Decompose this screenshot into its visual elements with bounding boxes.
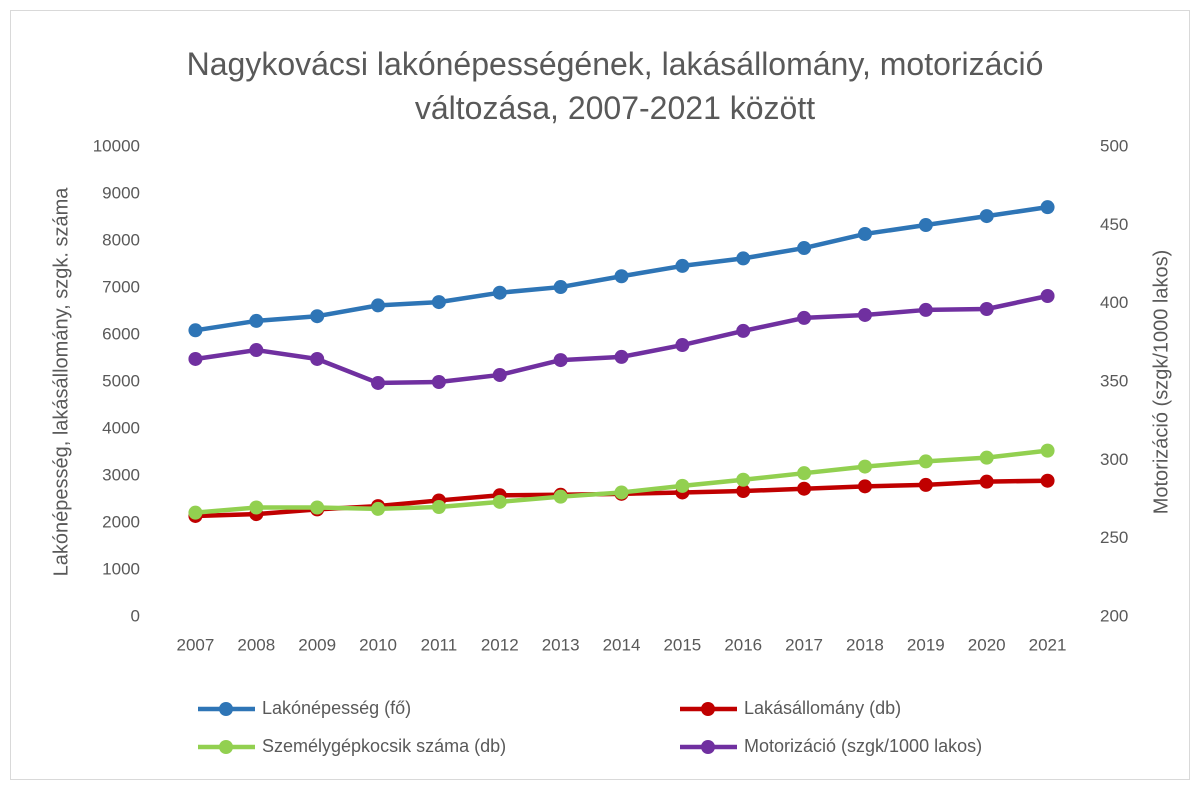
x-tick-label: 2012 bbox=[481, 635, 519, 654]
data-point bbox=[736, 484, 751, 499]
data-point bbox=[675, 478, 690, 493]
data-point bbox=[979, 474, 994, 489]
y-tick-label: 3000 bbox=[102, 465, 140, 484]
y2-tick-label: 500 bbox=[1100, 136, 1128, 155]
data-point bbox=[614, 485, 629, 500]
data-point bbox=[249, 500, 264, 515]
data-point bbox=[797, 466, 812, 481]
data-point bbox=[492, 285, 507, 300]
data-point bbox=[797, 241, 812, 256]
data-point bbox=[918, 218, 933, 233]
legend-label: Motorizáció (szgk/1000 lakos) bbox=[744, 736, 982, 756]
data-point bbox=[553, 489, 568, 504]
legend-marker bbox=[219, 702, 233, 716]
y-tick-label: 9000 bbox=[102, 183, 140, 202]
chart-title: Nagykovácsi lakónépességének, lakásállom… bbox=[186, 46, 1044, 126]
y-tick-label: 8000 bbox=[102, 230, 140, 249]
data-point bbox=[188, 351, 203, 366]
legend-label: Személygépkocsik száma (db) bbox=[262, 736, 506, 756]
data-point bbox=[675, 258, 690, 273]
y2-tick-label: 300 bbox=[1100, 450, 1128, 469]
chart-frame bbox=[10, 10, 1190, 780]
data-point bbox=[857, 479, 872, 494]
data-point bbox=[188, 505, 203, 520]
data-point bbox=[736, 472, 751, 487]
data-point bbox=[1040, 473, 1055, 488]
data-point bbox=[918, 454, 933, 469]
data-point bbox=[553, 280, 568, 295]
x-tick-label: 2008 bbox=[237, 635, 275, 654]
data-point bbox=[918, 477, 933, 492]
x-tick-label: 2010 bbox=[359, 635, 397, 654]
x-tick-label: 2016 bbox=[724, 635, 762, 654]
legend-marker bbox=[219, 740, 233, 754]
data-point bbox=[310, 351, 325, 366]
data-point bbox=[431, 500, 446, 515]
data-point bbox=[979, 450, 994, 465]
data-point bbox=[431, 375, 446, 389]
y-axis-title: Lakónépesség, lakásállomány, szgk. száma bbox=[50, 187, 72, 577]
data-point bbox=[1040, 200, 1055, 215]
x-tick-label: 2018 bbox=[846, 635, 884, 654]
data-point bbox=[979, 301, 994, 316]
data-point bbox=[371, 298, 386, 313]
y-tick-label: 5000 bbox=[102, 371, 140, 390]
x-tick-label: 2013 bbox=[542, 635, 580, 654]
data-point bbox=[492, 367, 507, 382]
y2-tick-label: 200 bbox=[1100, 606, 1128, 625]
data-point bbox=[310, 500, 325, 515]
data-point bbox=[736, 323, 751, 338]
data-point bbox=[249, 343, 264, 358]
y-tick-label: 6000 bbox=[102, 324, 140, 343]
legend-label: Lakónépesség (fő) bbox=[262, 698, 411, 718]
y2-tick-label: 450 bbox=[1100, 215, 1128, 234]
legend-marker bbox=[701, 740, 715, 754]
y2-tick-label: 400 bbox=[1100, 293, 1128, 312]
y-tick-label: 2000 bbox=[102, 512, 140, 531]
y2-tick-label: 250 bbox=[1100, 528, 1128, 547]
data-point bbox=[918, 302, 933, 317]
data-point bbox=[675, 338, 690, 353]
data-point bbox=[797, 310, 812, 325]
legend-marker bbox=[701, 702, 715, 716]
x-tick-label: 2007 bbox=[177, 635, 215, 654]
legend-label: Lakásállomány (db) bbox=[744, 698, 901, 718]
y-tick-label: 7000 bbox=[102, 277, 140, 296]
data-point bbox=[857, 226, 872, 241]
data-point bbox=[310, 309, 325, 324]
data-point bbox=[1040, 443, 1055, 458]
data-point bbox=[371, 375, 386, 390]
data-point bbox=[249, 313, 264, 328]
x-tick-label: 2011 bbox=[421, 635, 458, 654]
x-tick-label: 2009 bbox=[298, 635, 336, 654]
data-point bbox=[857, 459, 872, 474]
data-point bbox=[1040, 288, 1055, 303]
y-tick-label: 4000 bbox=[102, 418, 140, 437]
data-point bbox=[614, 269, 629, 284]
data-point bbox=[979, 209, 994, 224]
x-tick-label: 2017 bbox=[785, 635, 823, 654]
y2-tick-label: 350 bbox=[1100, 371, 1128, 390]
y2-axis-title: Motorizáció (szgk/1000 lakos) bbox=[1150, 250, 1172, 515]
y-tick-label: 0 bbox=[131, 606, 140, 625]
data-point bbox=[736, 251, 751, 266]
data-point bbox=[188, 323, 203, 338]
data-point bbox=[492, 494, 507, 509]
data-point bbox=[371, 501, 386, 516]
data-point bbox=[431, 295, 446, 310]
data-point bbox=[857, 307, 872, 322]
y-tick-label: 1000 bbox=[102, 559, 140, 578]
x-tick-label: 2021 bbox=[1029, 635, 1067, 654]
data-point bbox=[614, 349, 629, 364]
x-tick-label: 2014 bbox=[603, 635, 641, 654]
x-tick-label: 2020 bbox=[968, 635, 1006, 654]
data-point bbox=[553, 353, 568, 368]
y-tick-label: 10000 bbox=[93, 136, 140, 155]
x-tick-label: 2015 bbox=[663, 635, 701, 654]
x-tick-label: 2019 bbox=[907, 635, 945, 654]
data-point bbox=[797, 481, 812, 496]
